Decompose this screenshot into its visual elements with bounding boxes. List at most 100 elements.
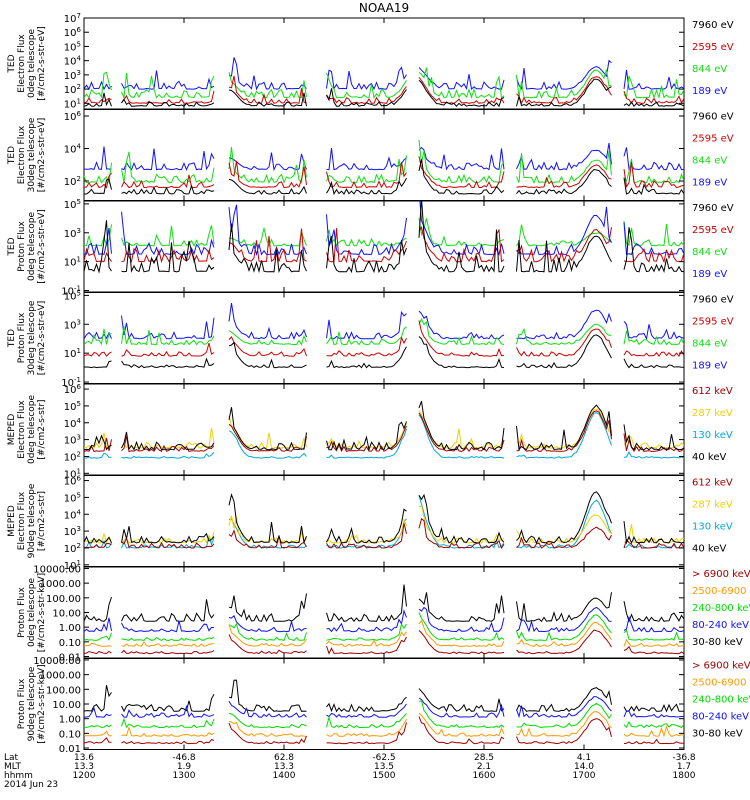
series-line-blue xyxy=(84,143,684,172)
y-tick-label: 102 xyxy=(64,542,81,555)
y-tick-label: 103 xyxy=(64,69,81,82)
series-line-darkred xyxy=(84,629,684,655)
y-tick-base: 10 xyxy=(64,349,77,360)
y-tick-exponent: 3 xyxy=(77,525,81,533)
series-line-darkred xyxy=(84,517,684,550)
y-tick-base: 10 xyxy=(64,200,77,211)
y-tick-label: 104 xyxy=(64,55,82,68)
y-tick-label: 10-1 xyxy=(61,285,81,298)
y-axis-label-line: 30deg telescope xyxy=(27,300,37,375)
legend-entry: 844 eV xyxy=(692,64,727,75)
chart-title: NOAA19 xyxy=(359,1,409,15)
y-tick-label: 10-1 xyxy=(61,376,81,389)
y-tick-exponent: 2 xyxy=(77,542,81,550)
y-tick-exponent: 5 xyxy=(77,289,81,297)
y-axis-label-line: Proton Flux xyxy=(17,587,27,638)
y-tick-base: 10 xyxy=(64,510,77,521)
y-axis-label-line: [#/cm2-s-str-keV] xyxy=(37,573,47,652)
y-tick-label: 107 xyxy=(64,12,81,25)
y-tick-base: 10 xyxy=(64,436,77,447)
y-axis-label-line: 0deg telescope xyxy=(27,212,37,282)
legend-entry: 2595 eV xyxy=(692,317,734,328)
y-tick-base: 10 xyxy=(64,385,77,396)
y-axis-label-line: MEPED xyxy=(7,505,17,537)
y-tick-label: 1000.00 xyxy=(40,579,81,590)
y-tick-base: 10 xyxy=(64,28,77,39)
series-group xyxy=(84,584,684,655)
series-group xyxy=(84,401,684,459)
y-tick-exponent: 5 xyxy=(77,40,81,48)
legend-entry: > 6900 keV xyxy=(692,569,750,580)
y-axis-label-line: 0deg telescope xyxy=(27,395,37,465)
legend-entry: 7960 eV xyxy=(692,112,734,123)
series-line-black xyxy=(84,159,684,196)
y-tick-base: 10 xyxy=(64,112,77,123)
legend-entry: 130 keV xyxy=(692,430,733,441)
series-line-black xyxy=(84,401,684,452)
y-tick-label: 106 xyxy=(64,475,82,488)
y-tick-base: 10 xyxy=(64,544,77,555)
x-tick-label-lat: 62.8 xyxy=(274,753,294,763)
legend-entry: 2500-6900 xyxy=(692,678,747,689)
x-row-label: hhmm xyxy=(4,771,33,781)
y-tick-label: 101 xyxy=(64,97,81,110)
series-line-blue xyxy=(84,57,684,91)
y-tick-exponent: 1 xyxy=(77,559,81,567)
y-tick-label: 104 xyxy=(64,417,82,430)
x-tick-label-lat: 28.5 xyxy=(474,753,494,763)
y-tick-exponent: 4 xyxy=(77,143,82,151)
y-tick-exponent: 3 xyxy=(77,69,81,77)
series-line-red xyxy=(84,226,684,264)
y-tick-base: 10 xyxy=(64,177,77,188)
series-line-black xyxy=(84,491,684,545)
x-tick-label-lat: 4.1 xyxy=(577,753,591,763)
series-group xyxy=(84,303,684,369)
y-tick-exponent: -1 xyxy=(74,285,81,293)
legend-entry: 30-80 keV xyxy=(692,637,743,648)
legend-entry: 240-800 keV xyxy=(692,603,750,614)
y-tick-label: 102 xyxy=(64,175,81,188)
legend-entry: 2595 eV xyxy=(692,42,734,53)
y-tick-label: 105 xyxy=(64,198,81,211)
series-line-cyan xyxy=(84,412,684,459)
y-axis-label-line: TED xyxy=(7,237,17,256)
panel-frame xyxy=(83,292,685,384)
y-tick-exponent: 2 xyxy=(77,83,81,91)
legend-entry: 7960 eV xyxy=(692,203,734,214)
y-tick-label: 106 xyxy=(64,383,82,396)
legend-entry: 2500-6900 xyxy=(692,586,747,597)
y-tick-exponent: 4 xyxy=(77,508,82,516)
y-tick-exponent: 1 xyxy=(77,347,81,355)
legend-entry: 287 keV xyxy=(692,500,733,511)
y-tick-label: 10000.00 xyxy=(33,564,81,575)
y-tick-label: 0.01 xyxy=(59,653,81,664)
y-tick-exponent: 3 xyxy=(77,318,81,326)
y-tick-base: 10 xyxy=(64,145,77,156)
y-tick-base: 10 xyxy=(64,71,77,82)
x-tick-label-time: 1500 xyxy=(373,771,396,781)
series-line-blue xyxy=(84,201,684,257)
y-tick-label: 104 xyxy=(64,143,82,156)
y-tick-base: 10 xyxy=(64,469,77,480)
x-tick-label-time: 1300 xyxy=(173,771,196,781)
panel-p8: 0.01 0.10 1.00 10.00 100.00 1000.00 10000.00 Pr… xyxy=(17,656,750,755)
y-tick-exponent: 4 xyxy=(77,55,82,63)
y-axis-label-line: Proton Flux xyxy=(17,312,27,363)
y-tick-label: 103 xyxy=(64,227,81,240)
y-axis-label-line: [#/cm2-s-str-eV] xyxy=(37,209,47,284)
x-tick-label-mlt: 1.9 xyxy=(177,762,192,772)
legend-entry: 2595 eV xyxy=(692,134,734,145)
series-group xyxy=(84,679,684,745)
series-line-darkred xyxy=(84,410,684,453)
legend-entry: 80-240 keV xyxy=(692,712,749,723)
legend-entry: 612 keV xyxy=(692,386,733,397)
panel-frame xyxy=(83,566,685,659)
y-tick-exponent: 3 xyxy=(77,434,81,442)
series-line-blue xyxy=(84,303,684,341)
legend-entry: 7960 eV xyxy=(692,295,734,306)
y-tick-label: 1000.00 xyxy=(40,671,81,682)
y-tick-base: 10 xyxy=(64,493,77,504)
